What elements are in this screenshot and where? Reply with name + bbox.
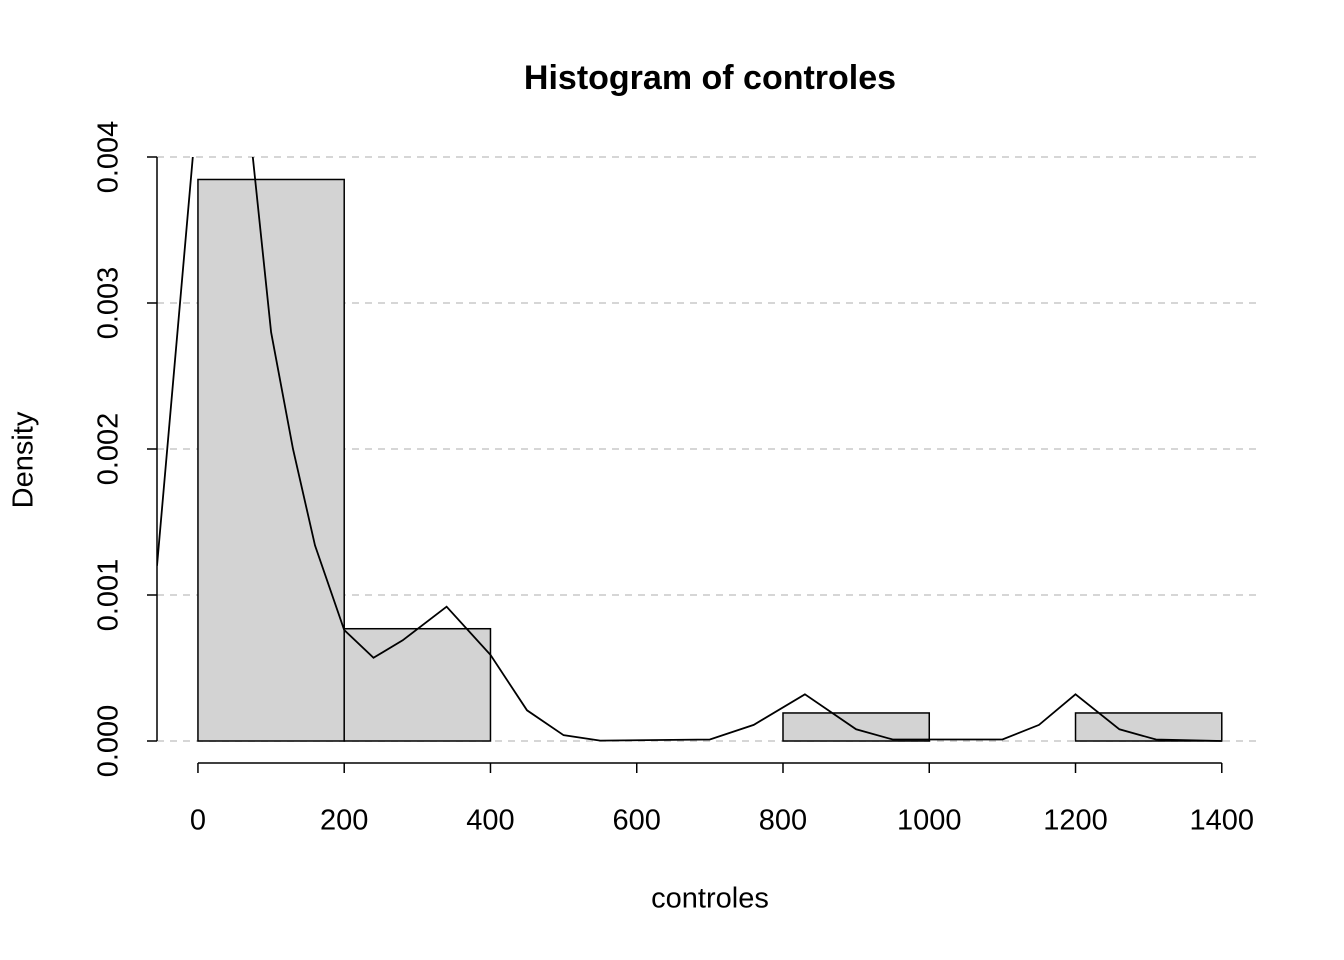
x-axis-label: controles — [651, 883, 769, 915]
bar — [1074, 712, 1223, 742]
x-tick-label: 0 — [190, 805, 206, 837]
x-tick-label: 600 — [613, 805, 661, 837]
y-tick-label: 0.000 — [93, 705, 125, 778]
y-tick-label: 0.004 — [93, 121, 125, 194]
y-axis-label: Density — [8, 411, 40, 508]
x-tick-label: 800 — [759, 805, 807, 837]
density-line — [157, 157, 1222, 742]
y-tick-label: 0.001 — [93, 559, 125, 632]
bar — [197, 178, 345, 742]
y-tick-label: 0.003 — [93, 267, 125, 340]
x-tick-label: 400 — [466, 805, 514, 837]
chart-title: Histogram of controles — [524, 59, 896, 97]
bar — [343, 627, 492, 742]
x-tick-label: 1400 — [1190, 805, 1255, 837]
x-tick-label: 1000 — [897, 805, 962, 837]
bar — [782, 712, 931, 742]
y-tick-label: 0.002 — [93, 413, 125, 486]
x-tick-label: 200 — [320, 805, 368, 837]
x-tick-label: 1200 — [1043, 805, 1108, 837]
density-group — [157, 157, 1222, 742]
